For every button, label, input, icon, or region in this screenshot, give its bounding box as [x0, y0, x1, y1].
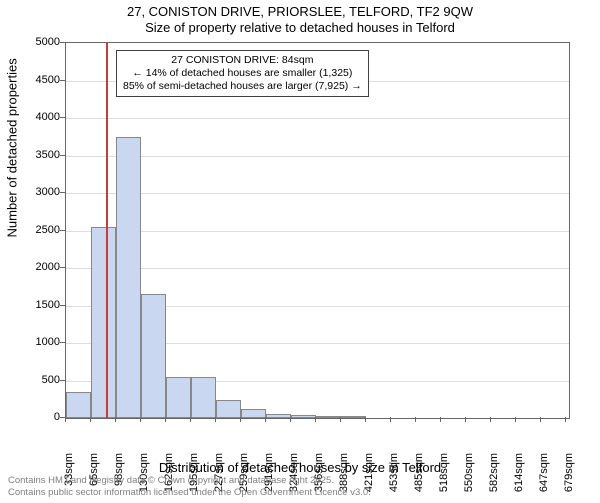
chart-title-subtitle: Size of property relative to detached ho… — [0, 20, 600, 35]
x-tick-mark — [190, 417, 191, 422]
histogram-bar — [166, 377, 191, 418]
x-tick-mark — [265, 417, 266, 422]
grid-line — [66, 268, 569, 269]
y-tick-label: 500 — [10, 374, 60, 386]
histogram-bar — [91, 227, 116, 418]
chart-title-address: 27, CONISTON DRIVE, PRIORSLEE, TELFORD, … — [0, 4, 600, 19]
x-tick-mark — [115, 417, 116, 422]
grid-line — [66, 231, 569, 232]
x-tick-mark — [215, 417, 216, 422]
x-tick-mark — [565, 417, 566, 422]
x-tick-mark — [65, 417, 66, 422]
annotation-line3: 85% of semi-detached houses are larger (… — [123, 80, 362, 93]
annotation-line1: 27 CONISTON DRIVE: 84sqm — [123, 54, 362, 67]
attribution-text: Contains HM Land Registry data © Crown c… — [8, 475, 371, 498]
x-tick-mark — [90, 417, 91, 422]
y-tick-label: 1500 — [10, 299, 60, 311]
grid-line — [66, 118, 569, 119]
x-tick-mark — [490, 417, 491, 422]
plot-area: 27 CONISTON DRIVE: 84sqm ← 14% of detach… — [65, 42, 570, 419]
x-tick-mark — [515, 417, 516, 422]
grid-line — [66, 193, 569, 194]
histogram-bar — [141, 294, 166, 418]
x-tick-mark — [240, 417, 241, 422]
histogram-bar — [66, 392, 91, 418]
x-tick-mark — [140, 417, 141, 422]
annotation-box: 27 CONISTON DRIVE: 84sqm ← 14% of detach… — [116, 50, 369, 97]
x-tick-mark — [365, 417, 366, 422]
y-tick-label: 3000 — [10, 186, 60, 198]
histogram-bar — [291, 415, 316, 418]
histogram-bar — [116, 137, 141, 418]
x-tick-mark — [465, 417, 466, 422]
histogram-bar — [316, 416, 341, 418]
attribution-line2: Contains public sector information licen… — [8, 487, 371, 498]
x-tick-mark — [415, 417, 416, 422]
x-tick-mark — [390, 417, 391, 422]
y-tick-label: 0 — [10, 411, 60, 423]
x-tick-mark — [290, 417, 291, 422]
x-tick-mark — [165, 417, 166, 422]
y-tick-label: 3500 — [10, 149, 60, 161]
histogram-bar — [216, 400, 241, 418]
histogram-bar — [241, 409, 266, 418]
x-tick-mark — [440, 417, 441, 422]
x-tick-mark — [540, 417, 541, 422]
x-axis-label: Distribution of detached houses by size … — [0, 460, 600, 475]
property-marker-line — [106, 43, 108, 418]
attribution-line1: Contains HM Land Registry data © Crown c… — [8, 475, 371, 486]
histogram-bar — [341, 416, 366, 418]
property-size-chart: 27, CONISTON DRIVE, PRIORSLEE, TELFORD, … — [0, 0, 600, 500]
histogram-bar — [191, 377, 216, 418]
y-tick-label: 4000 — [10, 111, 60, 123]
y-tick-label: 1000 — [10, 336, 60, 348]
y-tick-label: 2000 — [10, 261, 60, 273]
histogram-bar — [266, 414, 291, 418]
x-tick-mark — [315, 417, 316, 422]
grid-line — [66, 156, 569, 157]
x-tick-mark — [340, 417, 341, 422]
y-tick-label: 2500 — [10, 224, 60, 236]
annotation-line2: ← 14% of detached houses are smaller (1,… — [123, 67, 362, 80]
y-tick-label: 5000 — [10, 36, 60, 48]
y-tick-label: 4500 — [10, 74, 60, 86]
